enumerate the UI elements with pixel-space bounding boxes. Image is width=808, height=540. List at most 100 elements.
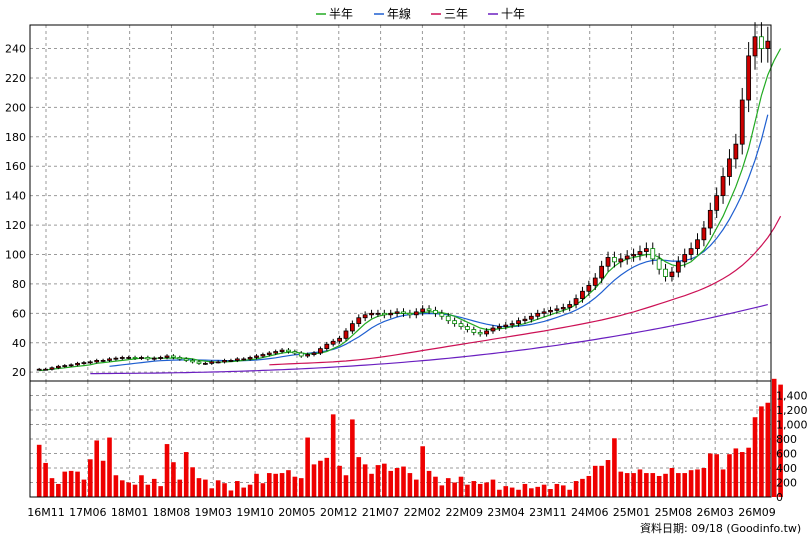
candle-body [273,351,279,354]
volume-bar [273,473,278,497]
candle-body [675,261,681,273]
candle-body [580,290,585,300]
volume-bar [650,473,656,497]
ma-year-line [109,114,769,367]
x-tick-label: 19M10 [236,506,274,519]
volume-tick-label: 1,400 [776,390,808,403]
volume-tick-label: 1,000 [776,419,808,432]
volume-bar [433,476,438,497]
candle-body [618,258,624,263]
volume-bar [407,473,413,497]
x-tick-label: 25M08 [655,506,693,519]
volume-bar [746,447,751,497]
candle-body [241,358,247,361]
volume-bar [56,483,61,497]
volume-bar [318,460,323,497]
candle-body [113,357,119,360]
volume-bar [337,465,342,497]
volume-bar [190,467,195,497]
price-tick-label: 200 [5,101,26,114]
candle-body [452,320,458,325]
candle-body [234,358,240,361]
candle-body [100,360,106,362]
volume-bar [235,481,240,497]
candle-body [739,99,745,145]
volume-bar [727,454,732,497]
candle-body [420,308,426,313]
candle-body [496,326,502,329]
x-tick-label: 16M11 [27,506,65,519]
price-tick-label: 60 [12,307,26,320]
candle-body [541,311,547,314]
candle-body [567,304,573,308]
volume-bar [471,481,477,497]
candle-body [695,239,700,250]
candle-body [107,358,112,361]
candle-body [663,268,668,277]
volume-bar [375,465,381,497]
volume-bar [330,414,336,497]
volume-bar [560,485,566,497]
volume-bar [445,478,451,497]
volume-bar [503,486,509,497]
candle-body [637,251,643,255]
volume-bar [765,402,771,497]
volume-bar [548,489,553,497]
candle-body [196,361,202,364]
volume-bar [676,473,681,497]
volume-bar [158,486,163,497]
price-grid [30,25,771,381]
candle-body [503,324,509,327]
volume-bar [778,384,783,497]
price-tick-label: 20 [12,366,26,379]
candle-body [298,352,304,357]
volume-bar [62,471,68,497]
candle-body [701,227,707,241]
volume-bar [465,484,470,497]
volume-bar [113,475,119,497]
volume-tick-label: 600 [776,448,797,461]
volume-bar [720,469,726,497]
candle-body [164,355,170,358]
volume-bar [292,476,298,497]
price-tick-label: 80 [12,278,26,291]
volume-bar [592,465,598,497]
candle-body [158,357,164,359]
candle-body [548,309,553,313]
volume-bar [535,486,541,497]
volume-bar [241,487,247,497]
candle-body [759,36,764,49]
x-tick-label: 23M04 [487,506,525,519]
volume-bar [739,452,745,497]
x-tick-label: 18M01 [111,506,149,519]
price-tick-label: 40 [12,337,26,350]
candle-body [477,332,483,335]
ma-half-year-line [39,48,782,372]
candle-body [247,357,253,360]
volume-bar [420,446,425,497]
candle-body [36,368,42,371]
candle-body [471,329,477,333]
volume-bar [254,473,259,497]
candle-body [528,315,534,320]
candle-body [612,257,617,263]
candle-body [183,358,189,361]
volume-bar [100,460,106,497]
volume-bar [771,378,777,497]
candle-body [720,176,726,197]
volume-bar [688,470,694,497]
volume-bar [305,437,310,497]
candle-body [669,271,675,277]
volume-bar [624,473,630,497]
candle-body [560,307,566,310]
volume-bar [509,487,515,497]
candle-body [145,357,151,360]
candle-body [727,158,732,177]
candle-body [426,308,432,311]
volume-bar [733,448,739,497]
candlesticks [36,22,771,371]
volume-bar [701,468,707,497]
candle-body [375,312,381,315]
volume-bar [279,473,285,497]
